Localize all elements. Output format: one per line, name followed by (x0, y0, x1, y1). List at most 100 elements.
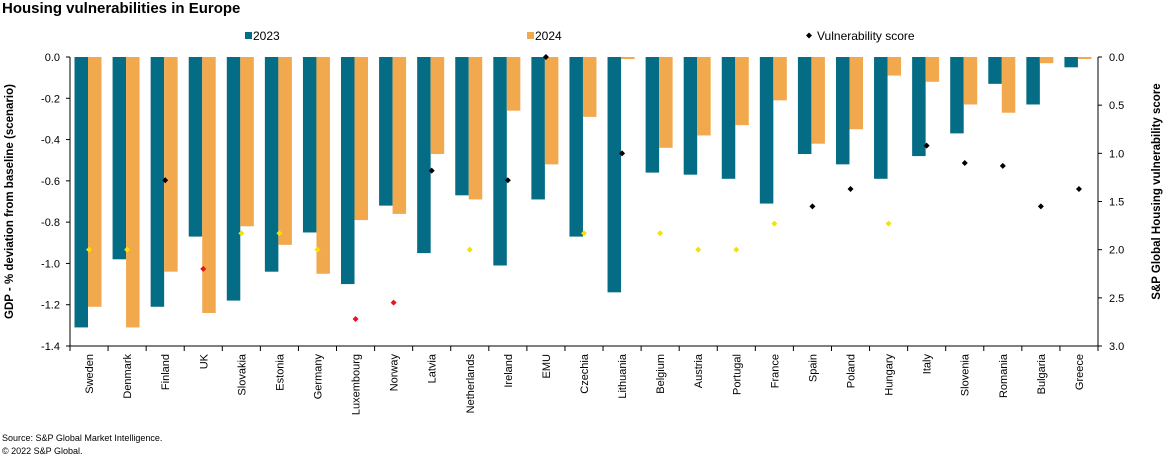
score-marker-poland (847, 185, 854, 192)
y-tick-label-left: -1.4 (41, 341, 60, 353)
bar-2024-finland (164, 57, 178, 272)
legend-2023-swatch (245, 32, 252, 39)
bar-2024-czechia (582, 57, 597, 117)
score-marker-portugal (733, 246, 740, 253)
score-marker-austria (695, 246, 702, 253)
bar-2024-lithuania (621, 57, 635, 60)
bar-2023-spain (797, 57, 812, 155)
source-note: Source: S&P Global Market Intelligence. (2, 433, 163, 443)
score-marker-germany (314, 246, 321, 253)
score-marker-slovenia (961, 159, 968, 166)
y-tick-label-right: 0.0 (1109, 52, 1124, 64)
bar-2024-germany (316, 57, 330, 274)
bar-2024-france (773, 57, 787, 101)
x-tick-label-latvia: Latvia (427, 353, 439, 383)
x-tick-label-ireland: Ireland (503, 354, 515, 388)
bar-2023-ireland (493, 57, 507, 266)
copyright-note: © 2022 S&P Global. (2, 446, 83, 456)
score-marker-finland (162, 177, 169, 184)
score-marker-czechia (581, 230, 587, 237)
bar-2024-italy (925, 57, 940, 82)
bar-2024-greece (1077, 57, 1092, 60)
bar-2024-netherlands (468, 57, 483, 200)
x-tick-label-belgium: Belgium (655, 354, 667, 394)
bar-2023-uk (188, 57, 203, 237)
score-marker-romania (999, 162, 1006, 169)
bar-2024-bulgaria (1039, 57, 1054, 64)
bar-2023-poland (835, 57, 850, 165)
bar-2024-latvia (430, 57, 445, 155)
score-marker-belgium (657, 230, 664, 237)
y-tick-label-right: 1.0 (1109, 148, 1124, 160)
chart-title: Housing vulnerabilities in Europe (2, 0, 241, 17)
bar-2024-uk (202, 57, 216, 313)
bar-2023-sweden (74, 57, 88, 328)
legend-2023-label: 2023 (253, 29, 280, 43)
score-marker-denmark (124, 246, 131, 253)
x-tick-label-poland: Poland (846, 354, 858, 388)
x-tick-label-luxembourg: Luxembourg (351, 354, 363, 415)
score-marker-lithuania (619, 150, 626, 157)
y-tick-label-left: -0.8 (41, 217, 60, 229)
bar-2023-luxembourg (341, 57, 355, 285)
x-tick-label-emu: EMU (541, 354, 553, 379)
bar-2023-bulgaria (1026, 57, 1040, 105)
bar-2023-netherlands (455, 57, 469, 196)
y-tick-label-right: 3.0 (1109, 341, 1124, 353)
bar-2023-czechia (569, 57, 583, 237)
bar-2023-estonia (264, 57, 279, 272)
y-tick-label-right: 2.5 (1109, 293, 1124, 305)
bar-2023-emu (531, 57, 545, 200)
legend-2024-label: 2024 (535, 29, 562, 43)
x-tick-label-austria: Austria (693, 353, 705, 388)
x-tick-label-estonia: Estonia (274, 353, 286, 391)
x-tick-label-france: France (769, 354, 781, 388)
y-tick-label-left: -1.0 (41, 258, 60, 270)
bar-2023-germany (302, 57, 317, 233)
x-tick-label-norway: Norway (389, 354, 401, 392)
score-marker-ireland (504, 177, 511, 184)
x-tick-label-denmark: Denmark (122, 354, 134, 399)
x-tick-label-slovenia: Slovenia (960, 353, 972, 396)
score-marker-hungary (885, 220, 892, 227)
bar-2024-slovenia (963, 57, 978, 105)
y-axis-title: GDP - % deviation from baseline (scenari… (4, 84, 16, 319)
y2-axis-title: S&P Global Housing vulnerability score (1151, 83, 1163, 299)
score-marker-norway (390, 299, 397, 306)
x-tick-label-sweden: Sweden (84, 354, 96, 394)
bar-2024-slovakia (240, 57, 254, 227)
y-tick-label-right: 0.5 (1109, 100, 1124, 112)
bar-2023-france (759, 57, 774, 204)
legend-vulnerability-score-swatch (806, 32, 812, 39)
x-tick-label-bulgaria: Bulgaria (1036, 353, 1048, 394)
x-tick-label-italy: Italy (922, 354, 934, 375)
bar-2024-spain (811, 57, 825, 144)
y-tick-label-left: 0.0 (45, 52, 60, 64)
x-tick-label-slovakia: Slovakia (236, 353, 248, 395)
bar-2023-italy (912, 57, 926, 157)
score-marker-netherlands (466, 246, 473, 253)
score-marker-latvia (428, 167, 435, 174)
x-tick-label-lithuania: Lithuania (617, 353, 629, 399)
score-marker-greece (1075, 185, 1082, 192)
x-tick-label-romania: Romania (998, 353, 1010, 398)
bar-2024-poland (849, 57, 863, 130)
legend-vulnerability-score-label: Vulnerability score (817, 29, 915, 43)
x-tick-label-germany: Germany (312, 354, 324, 400)
score-marker-italy (923, 142, 930, 149)
x-tick-label-finland: Finland (160, 354, 172, 390)
bar-2024-hungary (887, 57, 902, 76)
score-marker-luxembourg (352, 316, 359, 323)
bar-2023-slovenia (950, 57, 964, 134)
score-marker-uk (200, 265, 207, 272)
bar-2024-emu (544, 57, 559, 165)
y-tick-label-left: -0.6 (41, 176, 60, 188)
y-tick-label-left: -0.2 (41, 93, 60, 105)
bar-2024-portugal (735, 57, 749, 126)
x-tick-label-netherlands: Netherlands (465, 354, 477, 414)
legend-2024-swatch (527, 32, 534, 39)
score-marker-estonia (276, 230, 283, 237)
bar-2023-hungary (874, 57, 888, 179)
score-marker-slovakia (238, 230, 245, 237)
bar-2023-latvia (417, 57, 431, 254)
